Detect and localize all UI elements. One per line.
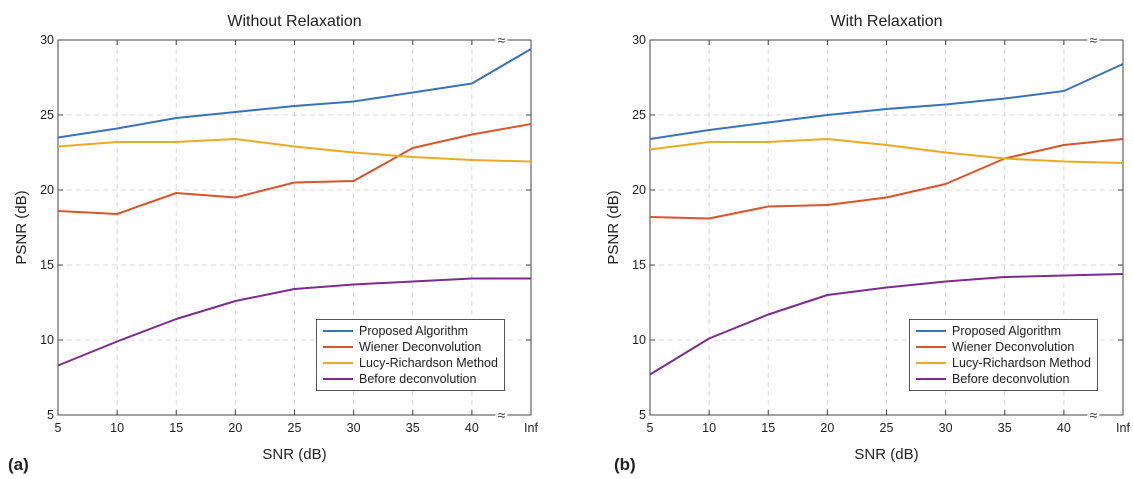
x-tick-label: Inf [524, 421, 538, 435]
x-tick-label: 40 [1057, 421, 1071, 435]
panel-label-b: (b) [614, 455, 636, 474]
y-tick-label: 15 [632, 258, 646, 272]
axis-break-top: ≈ [1090, 32, 1098, 48]
legend-label: Proposed Algorithm [952, 324, 1062, 338]
x-tick-label: 35 [406, 421, 420, 435]
legend-item: Wiener Deconvolution [323, 339, 498, 355]
series-line-proposed-algorithm [649, 63, 1124, 140]
y-tick-label: 25 [632, 108, 646, 122]
legend-swatch [323, 362, 353, 364]
x-tick-label: 25 [288, 421, 302, 435]
x-tick-label: Inf [1116, 421, 1130, 435]
y-tick-label: 30 [40, 33, 54, 47]
legend-label: Wiener Deconvolution [952, 340, 1075, 354]
legend-item: Lucy-Richardson Method [323, 355, 498, 371]
x-tick-label: 35 [998, 421, 1012, 435]
legend-a: Proposed Algorithm Wiener Deconvolution … [316, 319, 505, 391]
x-tick-label: 5 [647, 421, 654, 435]
legend-swatch [323, 378, 353, 380]
line-chart-a: ≈ ≈5 10 15 20 25 30 35 40 Inf 5 10 15 20 25 30 Without R… [13, 13, 538, 463]
legend-label: Wiener Deconvolution [359, 340, 482, 354]
legend-label: Before deconvolution [952, 372, 1070, 386]
x-tick-label: 30 [939, 421, 953, 435]
x-tick-label: 20 [820, 421, 834, 435]
legend-item: Lucy-Richardson Method [916, 355, 1091, 371]
y-tick-label: 20 [40, 183, 54, 197]
axis-break-bottom-gap [1087, 411, 1100, 419]
series-line-wiener-deconvolution [649, 138, 1124, 220]
x-tick-label: 5 [55, 421, 62, 435]
y-tick-label: 10 [632, 333, 646, 347]
legend-swatch [323, 330, 353, 332]
axis-break-bottom: ≈ [498, 407, 506, 423]
legend-label: Before deconvolution [359, 372, 477, 386]
line-chart-b: ≈ ≈5 10 15 20 25 30 35 40 Inf 5 10 15 20 25 30 With Rela… [605, 13, 1130, 463]
axis-break-top-gap [495, 36, 508, 44]
chart-title: Without Relaxation [227, 13, 361, 30]
legend-swatch [916, 346, 946, 348]
series-line-before-deconvolution [649, 273, 1124, 376]
legend-swatch [916, 330, 946, 332]
legend-item: Wiener Deconvolution [916, 339, 1091, 355]
y-tick-label: 15 [40, 258, 54, 272]
y-tick-label: 30 [632, 33, 646, 47]
series-line-before-deconvolution [57, 277, 531, 367]
legend-item: Proposed Algorithm [323, 323, 498, 339]
axis-break-top-gap [1087, 36, 1100, 44]
y-axis-label: PSNR (dB) [13, 190, 30, 264]
y-tick-label: 5 [47, 408, 54, 422]
chart-title: With Relaxation [830, 13, 942, 30]
legend-label: Lucy-Richardson Method [952, 356, 1091, 370]
series-line-proposed-algorithm [57, 48, 532, 139]
x-tick-label: 40 [465, 421, 479, 435]
panel-label-a: (a) [8, 455, 29, 474]
legend-label: Proposed Algorithm [359, 324, 469, 338]
y-tick-label: 25 [40, 108, 54, 122]
legend-label: Lucy-Richardson Method [359, 356, 498, 370]
x-tick-label: 10 [110, 421, 124, 435]
series-line-lucy-richardson-method [649, 138, 1124, 164]
axis-break-top: ≈ [498, 32, 506, 48]
x-tick-label: 15 [169, 421, 183, 435]
x-axis-label: SNR (dB) [262, 446, 326, 463]
y-tick-label: 5 [639, 408, 646, 422]
x-tick-label: 15 [761, 421, 775, 435]
legend-item: Proposed Algorithm [916, 323, 1091, 339]
x-tick-label: 25 [880, 421, 894, 435]
series-line-wiener-deconvolution [57, 123, 532, 215]
legend-swatch [916, 362, 946, 364]
axis-break-bottom: ≈ [1090, 407, 1098, 423]
legend-swatch [916, 378, 946, 380]
chart-panel-b: ≈ ≈5 10 15 20 25 30 35 40 Inf 5 10 15 20 25 30 With Rela… [566, 0, 1132, 479]
x-tick-label: 10 [702, 421, 716, 435]
x-tick-label: 30 [347, 421, 361, 435]
y-tick-label: 20 [632, 183, 646, 197]
series-line-lucy-richardson-method [57, 138, 532, 163]
legend-swatch [323, 346, 353, 348]
y-axis-label: PSNR (dB) [605, 190, 622, 264]
y-tick-label: 10 [40, 333, 54, 347]
legend-b: Proposed Algorithm Wiener Deconvolution … [909, 319, 1098, 391]
x-tick-label: 20 [228, 421, 242, 435]
x-axis-label: SNR (dB) [854, 446, 918, 463]
legend-item: Before deconvolution [323, 371, 498, 387]
chart-panel-a: ≈ ≈5 10 15 20 25 30 35 40 Inf 5 10 15 20 25 30 Without R… [0, 0, 566, 479]
legend-item: Before deconvolution [916, 371, 1091, 387]
axis-break-bottom-gap [495, 411, 508, 419]
